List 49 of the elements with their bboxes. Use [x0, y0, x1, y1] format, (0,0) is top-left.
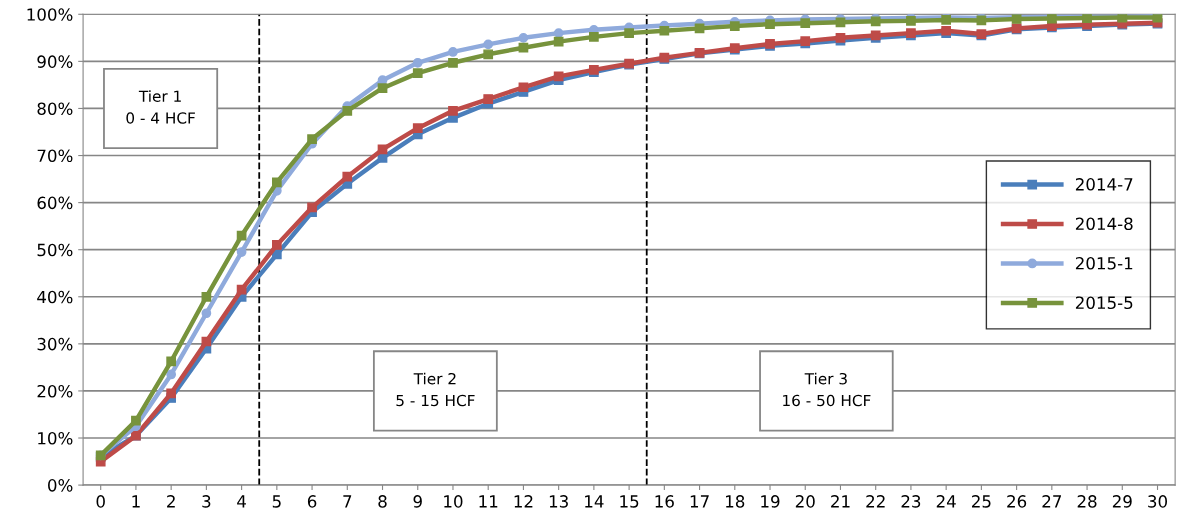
x-tick-label: 9 [413, 495, 422, 508]
x-tick-label: 1 [132, 495, 140, 508]
x-tick-label: 24 [936, 495, 956, 508]
y-tick-label: 70% [37, 149, 73, 163]
y-tick-label: 0% [48, 479, 73, 492]
x-tick-label: 4 [237, 495, 246, 508]
x-tick-label: 15 [620, 495, 639, 508]
x-tick-label: 7 [343, 495, 352, 508]
x-tick-label: 28 [1077, 495, 1097, 508]
y-tick-label: 90% [37, 55, 73, 68]
annotation: Tier 1 0 - 4 HCF [126, 90, 195, 124]
legend-label: 2015-5 [1075, 296, 1133, 310]
x-tick-label: 8 [378, 495, 387, 508]
x-tick-label: 30 [1148, 495, 1168, 508]
y-tick-label: 100% [27, 8, 73, 21]
x-tick-label: 2 [167, 495, 175, 508]
x-tick-label: 5 [272, 495, 281, 508]
x-tick-label: 11 [479, 495, 498, 508]
x-tick-label: 25 [972, 495, 991, 508]
y-tick-label: 20% [37, 384, 73, 398]
x-tick-label: 13 [549, 495, 568, 508]
annotation: Tier 2 5 - 15 HCF [396, 372, 475, 407]
x-tick-label: 17 [690, 495, 709, 508]
x-tick-label: 20 [795, 495, 815, 508]
y-tick-label: 80% [37, 102, 73, 116]
x-tick-label: 0 [96, 495, 105, 508]
y-tick-label: 60% [37, 196, 73, 210]
x-tick-label: 6 [307, 495, 317, 508]
y-tick-label: 50% [37, 243, 73, 257]
y-tick-label: 40% [37, 290, 73, 304]
legend-label: 2014-8 [1075, 217, 1133, 231]
x-tick-label: 16 [655, 495, 674, 508]
x-tick-label: 22 [866, 495, 885, 508]
x-tick-label: 29 [1112, 495, 1132, 508]
x-tick-label: 27 [1042, 495, 1062, 508]
x-tick-label: 12 [514, 495, 533, 508]
x-tick-label: 10 [444, 495, 463, 508]
x-tick-label: 18 [726, 495, 745, 508]
y-tick-label: 30% [37, 337, 73, 351]
x-tick-label: 3 [202, 495, 211, 508]
y-tick-label: 10% [38, 431, 73, 445]
x-tick-label: 23 [901, 495, 921, 508]
legend-label: 2014-7 [1075, 178, 1133, 191]
x-tick-label: 14 [585, 495, 604, 508]
x-tick-label: 26 [1007, 495, 1027, 508]
legend-label: 2015-1 [1075, 256, 1133, 270]
x-tick-label: 19 [761, 495, 780, 508]
annotation: Tier 3 16 - 50 HCF [783, 372, 871, 407]
x-tick-label: 21 [831, 495, 850, 508]
